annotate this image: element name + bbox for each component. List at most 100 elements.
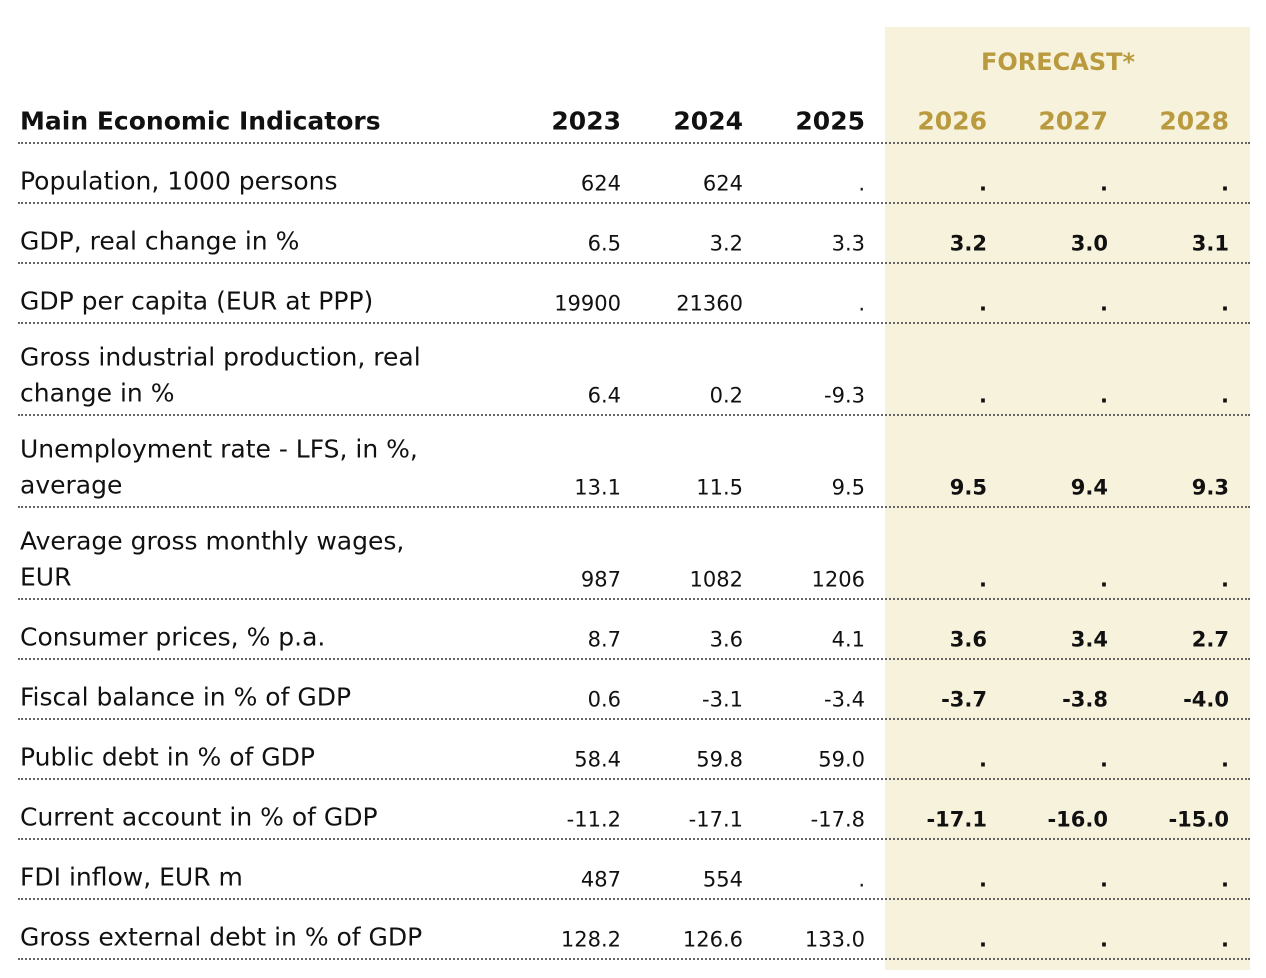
row-label: Consumer prices, % p.a. [20,622,326,652]
cell-value: . [979,867,987,892]
row-label: EUR [20,562,72,592]
cell-value: . [1221,927,1229,952]
rule [18,262,1250,264]
rule [18,658,1250,660]
cell-value: 3.6 [709,627,743,652]
cell-value: . [979,747,987,772]
cell-value: . [1221,747,1229,772]
cell-value: 0.2 [709,383,743,408]
cell-value: 3.2 [949,231,987,256]
rule [18,898,1250,900]
cell-value: -11.2 [566,807,621,832]
rule [18,718,1250,720]
rule [18,414,1250,416]
cell-value: . [1100,867,1108,892]
forecast-label: FORECAST* [980,48,1136,76]
rule [18,506,1250,508]
year-header: 2027 [1038,106,1108,136]
cell-value: 9.5 [831,475,865,500]
cell-value: 624 [702,171,743,196]
cell-value: 19900 [554,291,621,316]
cell-value: 987 [580,567,621,592]
cell-value: . [1221,383,1229,408]
cell-value: 9.5 [949,475,987,500]
cell-value: . [1221,567,1229,592]
cell-value: . [979,927,987,952]
cell-value: . [1100,747,1108,772]
row-label: Unemployment rate - LFS, in %, [20,434,418,464]
cell-value: . [979,567,987,592]
cell-value: -4.0 [1183,687,1229,712]
forecast-band [885,27,1250,970]
cell-value: -16.0 [1047,807,1108,832]
rule [18,142,1250,144]
row-label: Average gross monthly wages, [20,526,405,556]
year-header: 2026 [917,106,987,136]
rule [18,838,1250,840]
cell-value: -17.8 [810,807,865,832]
cell-value: 133.0 [804,927,865,952]
cell-value: 1206 [811,567,865,592]
row-label: GDP per capita (EUR at PPP) [20,286,374,316]
row-label: GDP, real change in % [20,226,300,256]
cell-value: -17.1 [688,807,743,832]
year-header: 2025 [795,106,865,136]
row-label: change in % [20,378,175,408]
cell-value: 8.7 [587,627,621,652]
cell-value: . [1221,867,1229,892]
cell-value: . [1221,291,1229,316]
cell-value: 21360 [676,291,743,316]
cell-value: 59.8 [696,747,743,772]
rule [18,322,1250,324]
cell-value: 487 [580,867,621,892]
rule [18,202,1250,204]
cell-value: -15.0 [1168,807,1229,832]
row-label: Population, 1000 persons [20,166,338,196]
cell-value: 2.7 [1191,627,1229,652]
cell-value: 58.4 [574,747,621,772]
cell-value: 9.4 [1070,475,1108,500]
row-label: Public debt in % of GDP [20,742,315,772]
year-header: 2024 [673,106,743,136]
cell-value: 128.2 [560,927,621,952]
cell-value: 1082 [689,567,743,592]
table-title: Main Economic Indicators [20,106,381,136]
cell-value: 554 [702,867,743,892]
cell-value: . [979,291,987,316]
rule [18,958,1250,960]
cell-value: . [1100,291,1108,316]
cell-value: 6.4 [587,383,621,408]
cell-value: -3.1 [702,687,743,712]
cell-value: . [1221,171,1229,196]
cell-value: -17.1 [926,807,987,832]
row-label: Current account in % of GDP [20,802,378,832]
cell-value: -3.4 [824,687,865,712]
cell-value: 13.1 [574,475,621,500]
cell-value: . [1100,171,1108,196]
row-label: FDI inflow, EUR m [20,862,243,892]
cell-value: 3.3 [831,231,865,256]
cell-value: 3.6 [949,627,987,652]
cell-value: . [858,291,865,316]
cell-value: -9.3 [824,383,865,408]
year-header: 2028 [1159,106,1229,136]
row-label: Gross industrial production, real [20,342,421,372]
row-label: Fiscal balance in % of GDP [20,682,352,712]
cell-value: 11.5 [696,475,743,500]
rule [18,778,1250,780]
cell-value: . [1100,383,1108,408]
cell-value: 624 [580,171,621,196]
cell-value: 3.1 [1191,231,1229,256]
cell-value: 3.0 [1070,231,1108,256]
cell-value: 59.0 [818,747,865,772]
year-header: 2023 [551,106,621,136]
cell-value: . [979,171,987,196]
row-label: Gross external debt in % of GDP [20,922,423,952]
rule [18,598,1250,600]
cell-value: 3.4 [1070,627,1108,652]
cell-value: 6.5 [587,231,621,256]
cell-value: . [1100,567,1108,592]
cell-value: . [979,383,987,408]
cell-value: 0.6 [587,687,621,712]
